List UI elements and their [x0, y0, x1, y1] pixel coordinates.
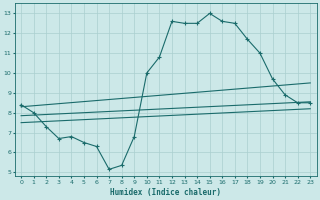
X-axis label: Humidex (Indice chaleur): Humidex (Indice chaleur): [110, 188, 221, 197]
